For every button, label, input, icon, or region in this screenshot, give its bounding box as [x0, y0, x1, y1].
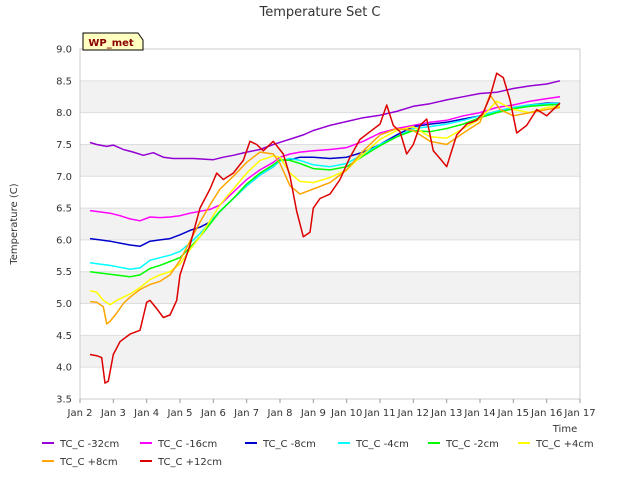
x-tick-label: Jan 12: [397, 408, 429, 419]
series-line: [89, 100, 561, 306]
grid-band: [80, 176, 580, 209]
legend-label: TC_C -16cm: [157, 439, 217, 450]
grid-band: [80, 271, 580, 304]
y-tick-label: 4.0: [56, 363, 72, 374]
x-tick-label: Jan 4: [133, 408, 159, 419]
series-line: [89, 102, 561, 270]
x-tick-label: Jan 3: [100, 408, 126, 419]
x-tick-label: Jan 11: [363, 408, 395, 419]
x-tick-label: Jan 16: [530, 408, 562, 419]
legend-label: TC_C -2cm: [445, 439, 499, 450]
legend-item: TC_C -8cm: [245, 439, 316, 450]
legend: TC_C -32cm TC_C -16cm TC_C -8cm TC_C -4cm TC…: [42, 439, 594, 468]
y-tick-label: 7.5: [56, 140, 72, 151]
legend-label: TC_C -8cm: [262, 439, 316, 450]
y-tick-label: 5.5: [56, 267, 72, 278]
legend-label: TC_C -4cm: [355, 439, 409, 450]
grid-band: [80, 49, 580, 81]
legend-item: TC_C +12cm: [140, 457, 222, 468]
grid-band: [80, 208, 580, 240]
x-tick-label: Jan 7: [233, 408, 259, 419]
legend-label: TC_C -32cm: [59, 439, 119, 450]
y-tick-label: 8.5: [56, 76, 72, 87]
x-tick-label: Jan 2: [67, 408, 93, 419]
grid-band: [80, 335, 580, 368]
y-tick-label: 7.0: [56, 172, 72, 183]
site-badge-label: WP_met: [88, 38, 134, 49]
x-tick-label: Jan 8: [267, 408, 293, 419]
y-tick-label: 3.5: [56, 395, 72, 406]
series-line: [89, 72, 561, 384]
x-tick-label: Jan 13: [430, 408, 462, 419]
y-tick-label: 4.5: [56, 331, 72, 342]
y-tick-label: 9.0: [56, 45, 72, 56]
legend-item: TC_C +8cm: [42, 457, 118, 468]
legend-item: TC_C -2cm: [428, 439, 499, 450]
y-axis-ticks: 3.5 4.0 4.5 5.0 5.5 6.0 6.5 7.0 7.5 8.0 8.5 9.0: [56, 45, 72, 406]
legend-label: TC_C +12cm: [157, 457, 222, 468]
y-tick-label: 6.0: [56, 235, 72, 246]
x-tick-label: Jan 10: [330, 408, 362, 419]
x-axis-label: Time: [552, 424, 577, 435]
series-line: [89, 94, 561, 325]
y-axis-label: Temperature (C): [9, 183, 20, 265]
grid-band: [80, 367, 580, 399]
y-tick-label: 6.5: [56, 204, 72, 215]
series-line: [89, 80, 561, 161]
series-lines: [89, 72, 561, 384]
plot-frame: [79, 48, 581, 400]
legend-item: TC_C +4cm: [518, 439, 594, 450]
x-axis-ticks: Jan 2 Jan 3 Jan 4 Jan 5 Jan 6 Jan 7 Jan 8 Jan 9…: [67, 399, 596, 419]
grid-band: [80, 112, 580, 145]
x-tick-label: Jan 15: [497, 408, 529, 419]
grid-band: [80, 303, 580, 336]
x-tick-label: Jan 14: [463, 408, 495, 419]
x-tick-label: Jan 5: [167, 408, 193, 419]
legend-label: TC_C +8cm: [59, 457, 118, 468]
series-line: [89, 103, 561, 278]
x-tick-label: Jan 17: [563, 408, 595, 419]
legend-item: TC_C -32cm: [42, 439, 119, 450]
legend-item: TC_C -4cm: [338, 439, 409, 450]
legend-item: TC_C -16cm: [140, 439, 217, 450]
grid-band: [80, 239, 580, 272]
legend-label: TC_C +4cm: [535, 439, 594, 450]
y-tick-label: 8.0: [56, 108, 72, 119]
site-badge: WP_met: [82, 32, 144, 51]
grid-bands: [80, 49, 580, 400]
y-tick-label: 5.0: [56, 299, 72, 310]
chart-title: Temperature Set C: [258, 5, 380, 20]
x-tick-label: Jan 6: [200, 408, 226, 419]
x-tick-label: Jan 9: [300, 408, 326, 419]
